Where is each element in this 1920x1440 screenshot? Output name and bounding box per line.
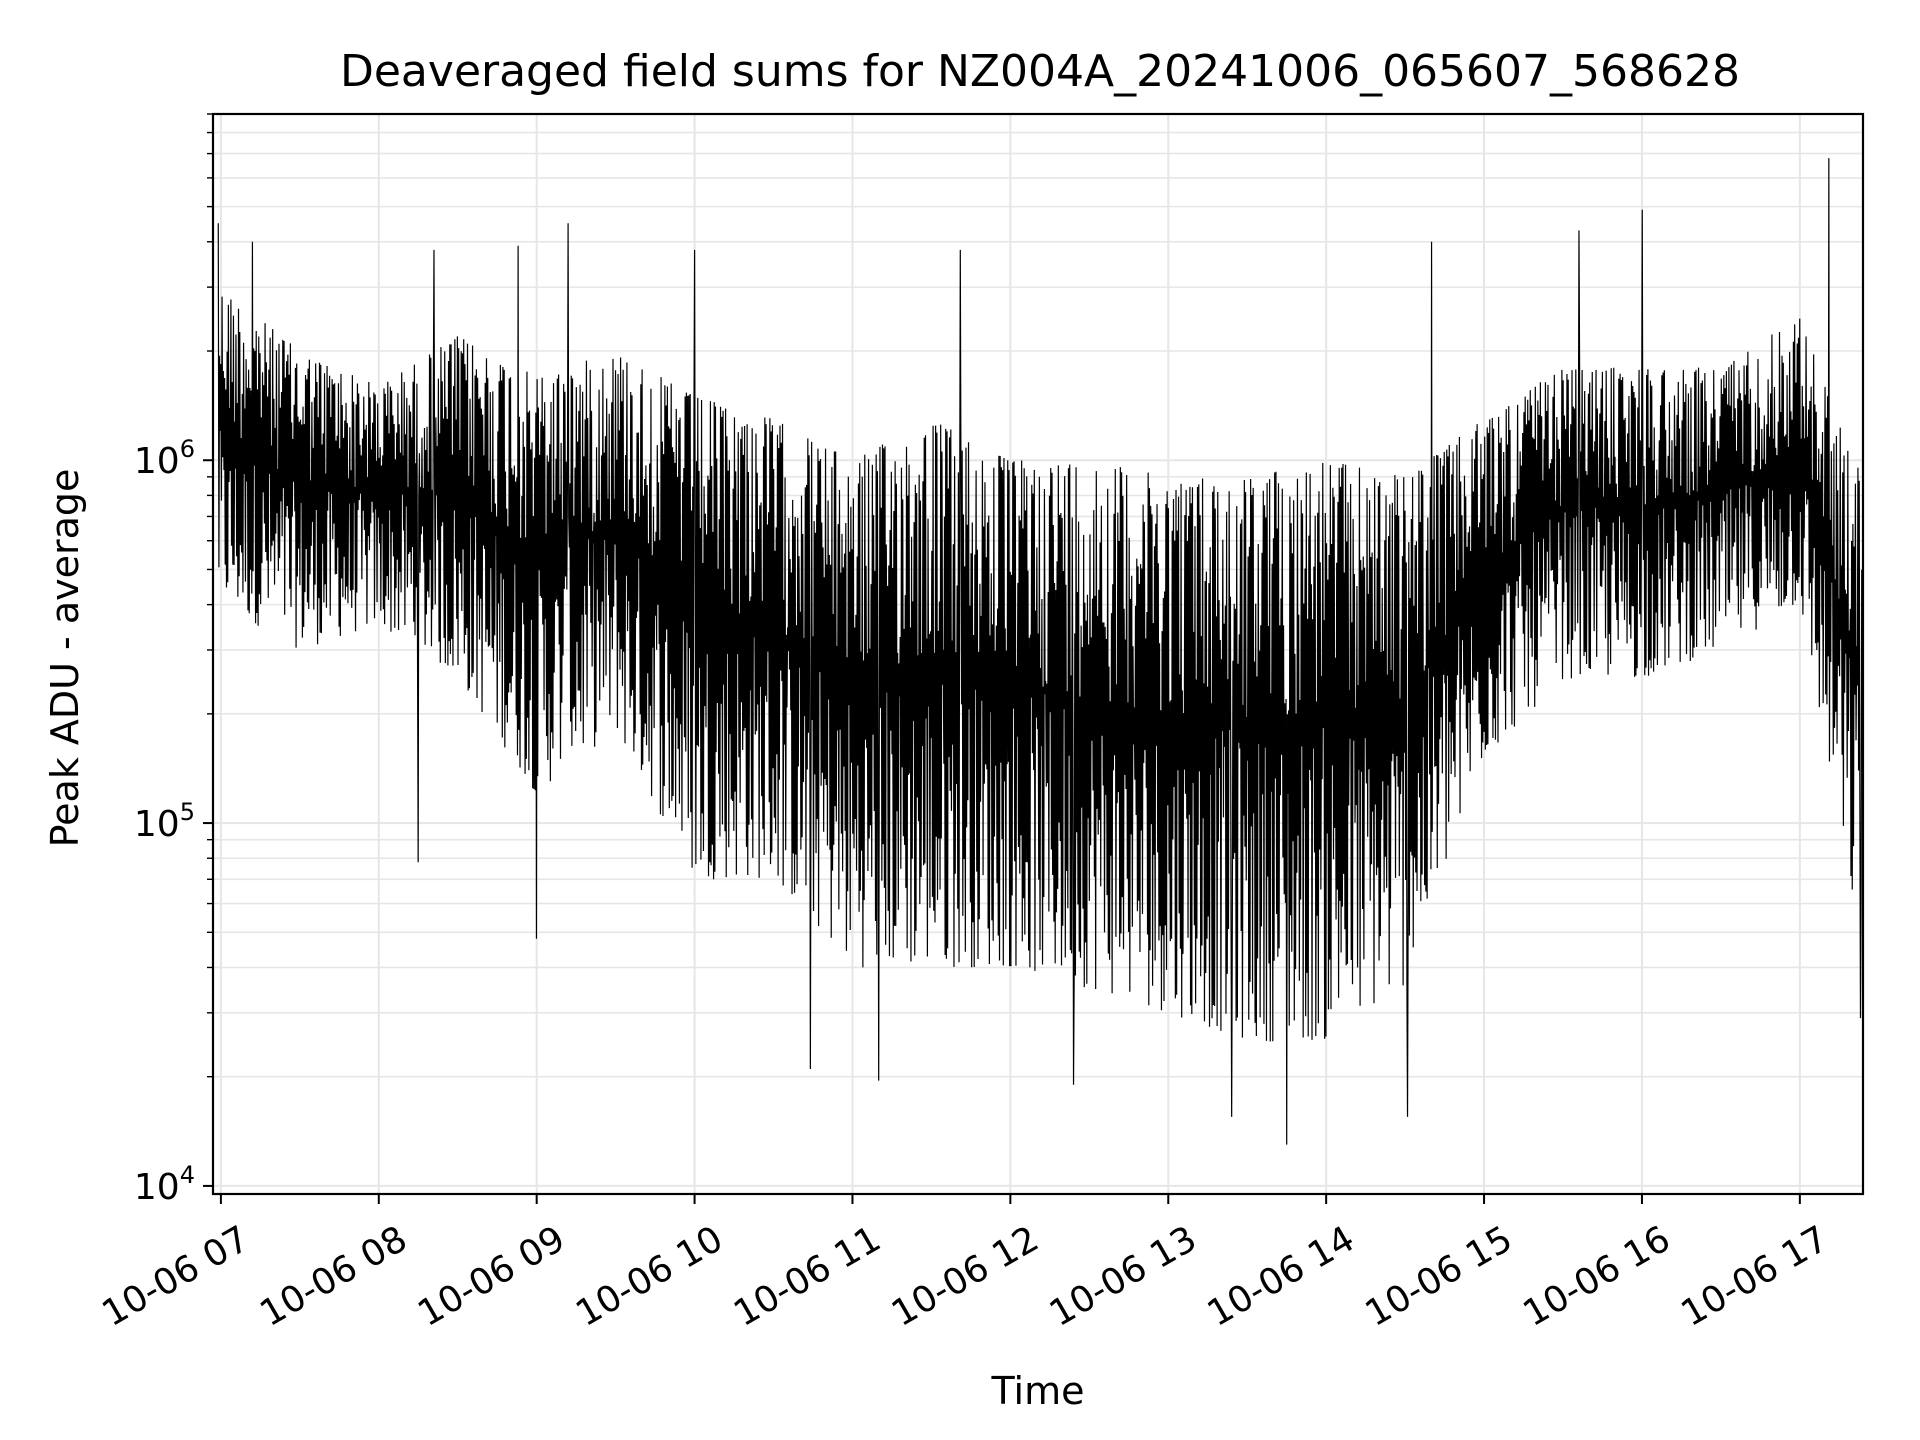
y-tick-base: 10 xyxy=(134,441,180,482)
x-tick-label: 10-06 10 xyxy=(569,1218,730,1334)
y-tick-exponent: 6 xyxy=(180,435,195,463)
y-tick-label: 104 xyxy=(134,1161,195,1208)
x-tick-label: 10-06 11 xyxy=(727,1218,888,1334)
x-tick-label: 10-06 13 xyxy=(1043,1218,1204,1334)
y-tick-exponent: 5 xyxy=(180,798,195,826)
y-axis-label: Peak ADU - average xyxy=(43,469,87,848)
chart-title: Deaveraged field sums for NZ004A_2024100… xyxy=(340,46,1740,97)
y-tick-exponent: 4 xyxy=(180,1161,195,1189)
x-tick-label: 10-06 08 xyxy=(253,1218,414,1334)
x-tick-label: 10-06 12 xyxy=(885,1218,1046,1334)
x-tick-label: 10-06 15 xyxy=(1359,1218,1520,1334)
y-tick-base: 10 xyxy=(134,1167,180,1208)
x-tick-label: 10-06 09 xyxy=(411,1218,572,1334)
series xyxy=(217,158,1864,1145)
series-line xyxy=(217,158,1864,1145)
y-tick-label: 105 xyxy=(134,798,195,845)
x-tick-label: 10-06 17 xyxy=(1674,1218,1835,1334)
y-tick-base: 10 xyxy=(134,804,180,845)
plot-frame xyxy=(211,112,1865,1196)
x-tick-label: 10-06 14 xyxy=(1201,1218,1362,1334)
x-axis-label: Time xyxy=(991,1369,1085,1413)
x-tick-label: 10-06 16 xyxy=(1517,1218,1678,1334)
grid xyxy=(213,113,1863,1194)
y-tick-label: 106 xyxy=(134,435,195,482)
x-tick-label: 10-06 07 xyxy=(96,1218,257,1334)
